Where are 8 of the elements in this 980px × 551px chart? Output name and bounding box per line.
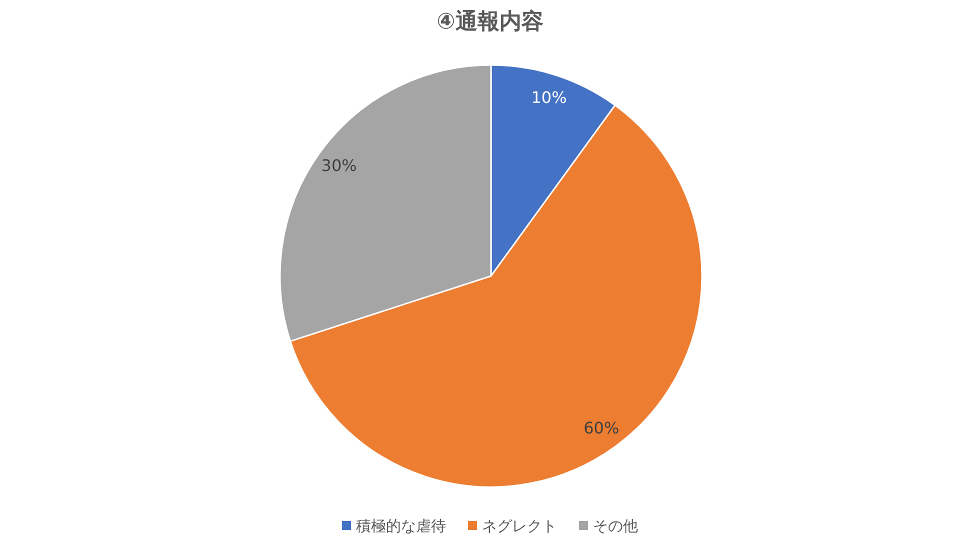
data-label: 60% [584, 418, 620, 438]
data-label: 10% [531, 88, 567, 107]
data-label: 30% [321, 156, 357, 176]
legend-label: ネグレクト [482, 517, 557, 535]
legend-label: 積極的な虐待 [356, 517, 446, 535]
chart-title: ④通報内容 [436, 8, 544, 34]
legend-label: その他 [593, 517, 638, 535]
pie: 10% 60% 30% [280, 64, 703, 488]
